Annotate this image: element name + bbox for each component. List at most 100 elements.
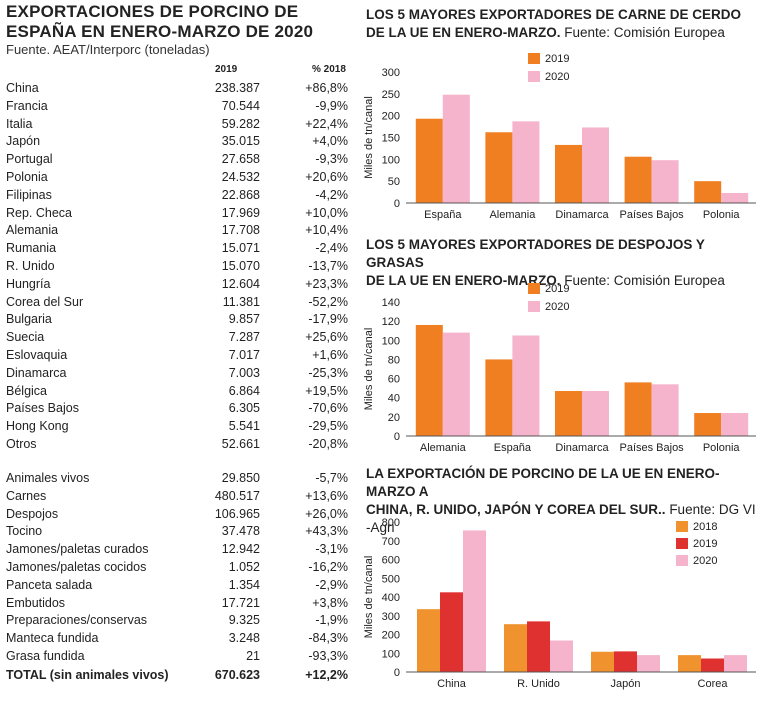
legend-label-2019: 2019 <box>545 53 569 65</box>
legend-label-2019: 2019 <box>693 538 717 550</box>
y-tick-label: 200 <box>382 630 400 642</box>
row-value: 106.965 <box>214 506 260 521</box>
table-row: Jamones/paletas cocidos 1.052 -16,2% <box>6 560 348 578</box>
table-row: Francia 70.544 -9,9% <box>6 99 348 117</box>
row-value: 15.070 <box>221 259 260 273</box>
x-tick-label: España <box>494 442 532 454</box>
row-value: 22.868 <box>221 187 260 202</box>
table-row: Hong Kong 5.541 -29,5% <box>6 419 348 437</box>
x-tick-label: Alemania <box>489 209 536 221</box>
table-total-row: TOTAL (sin animales vivos) 670.623 +12,2% <box>6 668 348 686</box>
row-label: China <box>6 81 39 95</box>
row-pct: +1,6% <box>312 348 348 362</box>
row-pct: -20,8% <box>308 437 348 451</box>
row-value: 12.604 <box>221 276 260 291</box>
legend-label-2020: 2020 <box>545 71 569 83</box>
table-row: Japón 35.015 +4,0% <box>6 134 348 152</box>
bar-2020-china <box>463 530 486 672</box>
row-pct: +3,8% <box>312 595 348 610</box>
bar-2019-china <box>440 592 463 672</box>
y-tick-label: 0 <box>394 667 400 679</box>
bar-2020-alemania <box>512 121 540 203</box>
row-value: 670.623 <box>214 668 260 682</box>
row-pct: +26,0% <box>305 506 348 521</box>
table-row: Despojos 106.965 +26,0% <box>6 507 348 525</box>
chart3-title: LA EXPORTACIÓN DE PORCINO DE LA UE EN EN… <box>366 465 760 537</box>
row-label: Corea del Sur <box>6 294 84 309</box>
row-value: 9.857 <box>228 312 260 327</box>
y-tick-label: 300 <box>382 67 400 79</box>
row-pct: -2,9% <box>315 577 348 592</box>
bar-2019-alemania <box>485 132 513 203</box>
y-axis-label: Miles de tn/canal <box>363 328 375 411</box>
row-label: Francia <box>6 98 48 113</box>
row-pct: +22,4% <box>305 116 348 131</box>
y-tick-label: 40 <box>388 393 400 405</box>
row-pct: -3,1% <box>315 542 348 557</box>
row-label: Japón <box>6 134 41 149</box>
bar-2019-polonia <box>694 413 722 436</box>
row-label: Bulgaria <box>6 312 52 327</box>
x-tick-label: Polonia <box>703 442 741 454</box>
col-header-2019: 2019 <box>215 64 238 75</box>
y-tick-label: 0 <box>394 198 400 210</box>
y-tick-label: 150 <box>382 133 400 145</box>
x-tick-label: España <box>424 209 462 221</box>
bar-2019-países-bajos <box>624 382 652 436</box>
row-label: Dinamarca <box>6 365 67 380</box>
x-tick-label: Alemania <box>420 442 467 454</box>
legend-swatch-2018 <box>676 521 688 532</box>
chart-despojos-grasas: 0 20 40 60 80 100 120 140 Miles de tn/canal Alema… <box>363 283 756 454</box>
legend-label-2020: 2020 <box>545 301 569 313</box>
row-label: Otros <box>6 437 37 451</box>
bar-2020-polonia <box>721 192 749 203</box>
row-label: Panceta salada <box>6 577 93 592</box>
row-label: Eslovaquia <box>6 348 68 362</box>
y-tick-label: 500 <box>382 573 400 585</box>
row-value: 24.532 <box>221 170 260 184</box>
row-value: 70.544 <box>221 98 260 113</box>
bar-2019-polonia <box>694 181 722 203</box>
bar-2019-dinamarca <box>555 391 582 436</box>
chart3-title-line2: CHINA, R. UNIDO, JAPÓN Y COREA DEL SUR.. <box>366 502 666 517</box>
row-value: 7.287 <box>228 330 260 345</box>
row-value: 15.071 <box>221 241 260 256</box>
y-tick-label: 140 <box>382 297 400 309</box>
row-pct: +86,8% <box>305 81 348 95</box>
chart1-title-line2: DE LA UE EN ENERO-MARZO. <box>366 25 561 40</box>
bar-2020-corea <box>724 655 747 672</box>
row-pct: +10,4% <box>305 223 348 238</box>
bar-2019-españa <box>485 359 513 436</box>
x-tick-label: Dinamarca <box>555 209 609 221</box>
x-tick-label: Dinamarca <box>555 442 609 454</box>
chart-carne-cerdo: 0 50 100 150 200 250 300 Miles de tn/canal Españ… <box>363 53 756 221</box>
y-axis-label: Miles de tn/canal <box>363 96 375 179</box>
y-tick-label: 0 <box>394 431 400 443</box>
table-row: Suecia 7.287 +25,6% <box>6 330 348 348</box>
table-title: EXPORTACIONES DE PORCINO DE ESPAÑA EN EN… <box>6 2 314 41</box>
y-tick-label: 120 <box>382 316 400 328</box>
row-label: Alemania <box>6 223 59 238</box>
row-pct: -9,9% <box>315 98 348 113</box>
row-label: Rumania <box>6 241 57 256</box>
table-row: Manteca fundida 3.248 -84,3% <box>6 631 348 649</box>
row-pct: +19,5% <box>305 383 348 398</box>
bar-2019-dinamarca <box>555 144 582 203</box>
bar-2019-alemania <box>415 324 443 436</box>
legend-label-2020: 2020 <box>693 555 717 567</box>
table-row: China 238.387 +86,8% <box>6 81 348 99</box>
col-header-pct-2018: % 2018 <box>312 64 346 75</box>
row-pct: -13,7% <box>308 259 348 273</box>
table-row: Embutidos 17.721 +3,8% <box>6 596 348 614</box>
row-label: Bélgica <box>6 383 47 398</box>
row-value: 7.017 <box>228 348 260 362</box>
chart2-source: Fuente: Comisión Europea <box>564 273 725 288</box>
legend-swatch-2019 <box>528 283 540 294</box>
row-pct: +20,6% <box>305 170 348 184</box>
table-row: Tocino 37.478 +43,3% <box>6 524 348 542</box>
table-row: Italia 59.282 +22,4% <box>6 117 348 135</box>
legend-swatch-2019 <box>676 538 688 549</box>
table-row: Animales vivos 29.850 -5,7% <box>6 471 348 489</box>
row-pct: +25,6% <box>305 330 348 345</box>
row-value: 480.517 <box>214 488 260 503</box>
